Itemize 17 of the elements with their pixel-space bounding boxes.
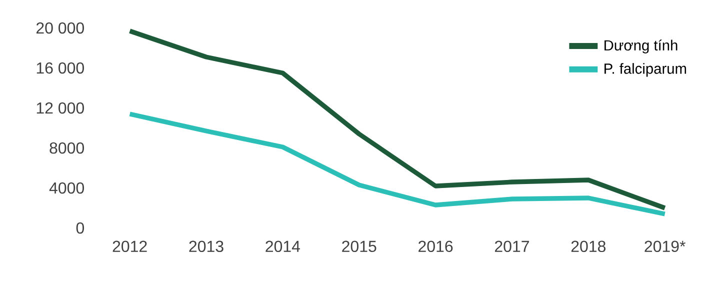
x-tick-label: 2015 <box>342 240 376 252</box>
line-series <box>127 112 668 216</box>
x-tick-label: 2013 <box>189 240 224 252</box>
legend-label: P. falciparum <box>604 63 686 77</box>
x-tick-label: 2012 <box>112 240 147 252</box>
y-tick-label: 8000 <box>50 142 84 154</box>
y-tick-label: 12 000 <box>36 102 84 114</box>
y-tick-label: 20 000 <box>36 22 84 34</box>
x-tick-label: 2014 <box>266 240 300 252</box>
y-tick-label: 0 <box>76 222 84 234</box>
y-tick-label: 16 000 <box>36 62 84 74</box>
legend-label: Dương tính <box>604 40 678 54</box>
x-tick-label: 2017 <box>494 240 529 252</box>
x-tick-label: 2016 <box>418 240 453 252</box>
x-tick-label: 2019* <box>644 240 686 252</box>
y-tick-label: 4000 <box>49 182 84 194</box>
x-tick-label: 2018 <box>571 240 606 252</box>
